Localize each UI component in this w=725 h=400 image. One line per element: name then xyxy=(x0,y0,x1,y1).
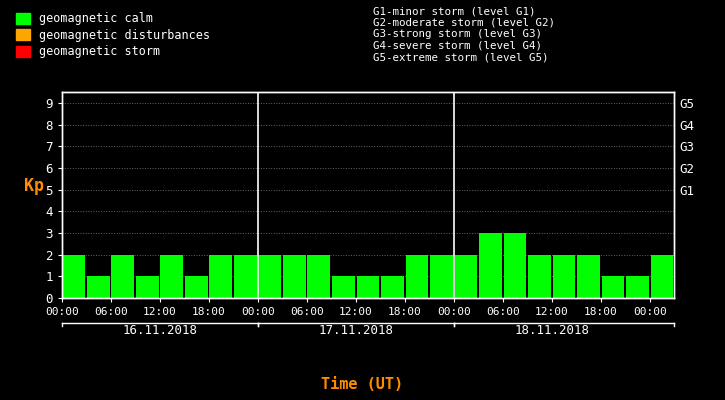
Bar xyxy=(283,255,306,298)
Bar xyxy=(455,255,477,298)
Bar xyxy=(112,255,134,298)
Bar xyxy=(650,255,674,298)
Bar xyxy=(504,233,526,298)
Bar xyxy=(430,255,453,298)
Text: Time (UT): Time (UT) xyxy=(321,377,404,392)
Y-axis label: Kp: Kp xyxy=(24,177,44,195)
Bar xyxy=(160,255,183,298)
Bar xyxy=(307,255,331,298)
Bar xyxy=(62,255,86,298)
Bar xyxy=(259,255,281,298)
Bar xyxy=(332,276,355,298)
Bar xyxy=(528,255,551,298)
Text: G1-minor storm (level G1)
G2-moderate storm (level G2)
G3-strong storm (level G3: G1-minor storm (level G1) G2-moderate st… xyxy=(373,6,555,62)
Bar xyxy=(577,255,600,298)
Text: 17.11.2018: 17.11.2018 xyxy=(318,324,393,336)
Text: 18.11.2018: 18.11.2018 xyxy=(514,324,589,336)
Bar xyxy=(210,255,232,298)
Bar xyxy=(602,276,624,298)
Text: 16.11.2018: 16.11.2018 xyxy=(122,324,197,336)
Bar xyxy=(552,255,576,298)
Bar xyxy=(87,276,109,298)
Bar xyxy=(626,276,649,298)
Legend: geomagnetic calm, geomagnetic disturbances, geomagnetic storm: geomagnetic calm, geomagnetic disturbanc… xyxy=(13,10,212,61)
Bar xyxy=(357,276,379,298)
Bar xyxy=(185,276,208,298)
Bar xyxy=(234,255,257,298)
Bar xyxy=(405,255,428,298)
Bar xyxy=(479,233,502,298)
Bar xyxy=(136,276,159,298)
Bar xyxy=(381,276,404,298)
